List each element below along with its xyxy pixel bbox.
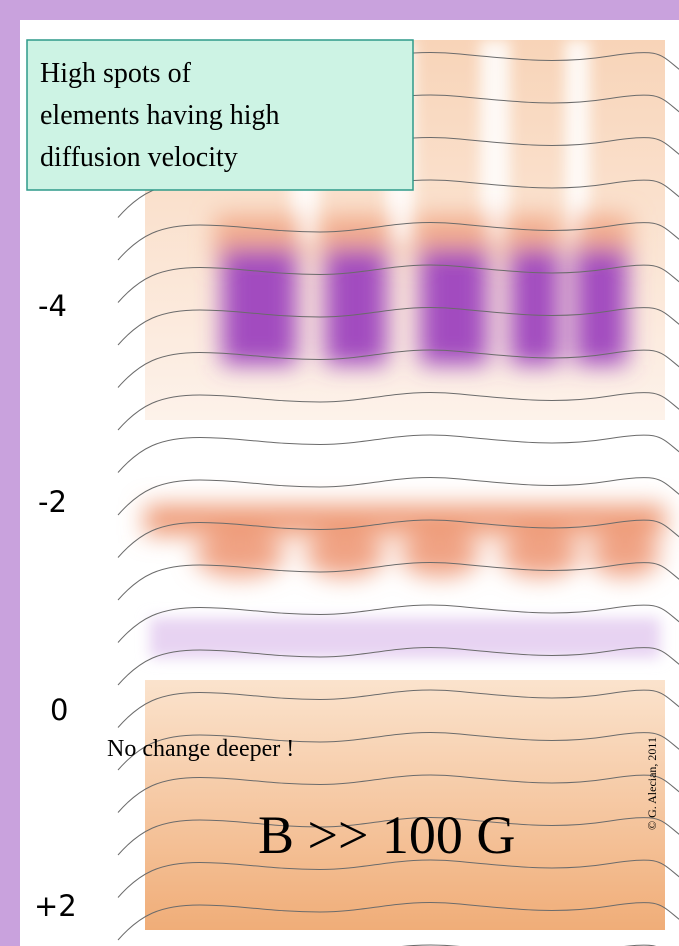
callout-line: elements having high — [40, 100, 280, 131]
note: No change deeper ! — [107, 736, 294, 762]
callout-box — [26, 39, 414, 191]
lavender-band — [150, 618, 660, 658]
credit: © G. Alecian, 2011 — [645, 737, 659, 830]
field-line — [117, 816, 679, 856]
field-line — [117, 306, 679, 346]
callout: High spots of elements having high diffu… — [40, 58, 280, 173]
depth-label: 0 — [50, 693, 68, 727]
depth-axis: -4 -2 0 +2 — [34, 289, 77, 923]
field-line — [117, 561, 679, 601]
depth-label: -2 — [38, 485, 67, 519]
field-line — [117, 264, 679, 303]
depth-label: +2 — [34, 889, 77, 923]
orange-band — [145, 505, 665, 577]
field-line — [117, 859, 679, 898]
callout-line: High spots of — [40, 58, 192, 89]
field-line — [117, 774, 679, 813]
field-line — [117, 689, 679, 728]
spots — [215, 215, 630, 365]
field-label: B >> 100 G — [258, 805, 515, 865]
field-line — [117, 646, 679, 686]
deep-layer — [145, 680, 665, 930]
field-line — [117, 434, 679, 473]
field-line — [117, 391, 679, 431]
field-line — [117, 349, 679, 388]
field-line — [117, 221, 679, 261]
field-line — [117, 731, 679, 771]
field-line — [117, 476, 679, 516]
callout-line: diffusion velocity — [40, 142, 238, 173]
field-line — [117, 901, 679, 941]
field-line — [117, 604, 679, 643]
depth-label: -4 — [38, 289, 67, 323]
field-line — [117, 519, 679, 558]
field-lines — [117, 51, 679, 946]
